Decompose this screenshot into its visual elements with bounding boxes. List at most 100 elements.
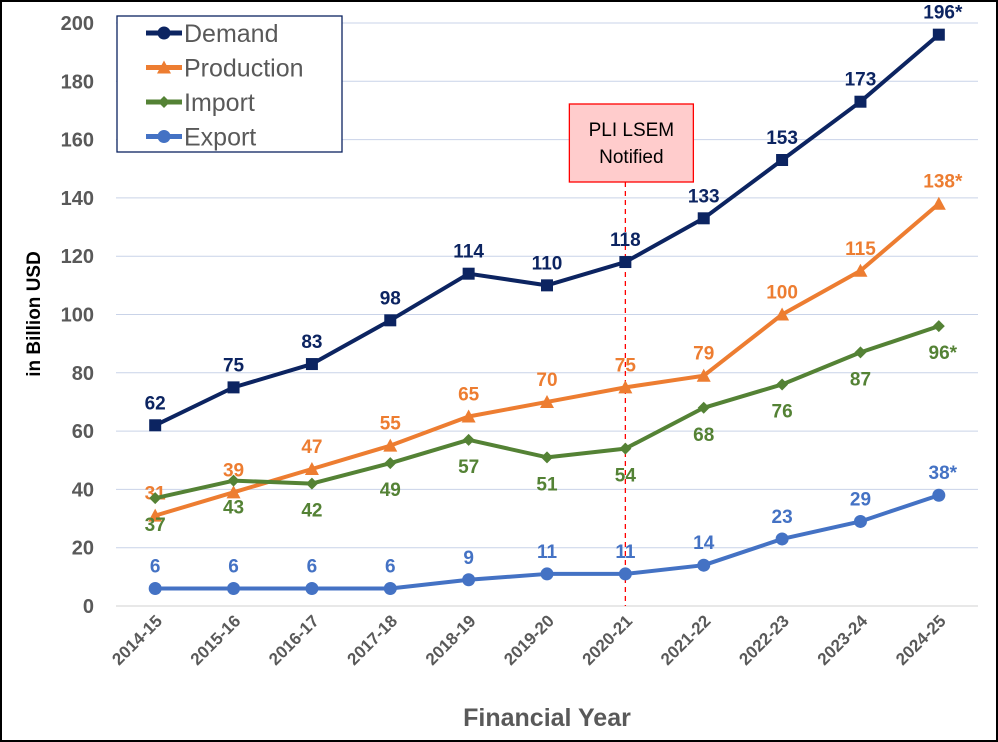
x-tick-label: 2019-20 xyxy=(500,611,558,669)
import-data-label: 43 xyxy=(223,498,244,519)
import-point xyxy=(227,474,240,487)
export-data-label: 6 xyxy=(150,557,161,578)
production-data-label: 138* xyxy=(923,172,963,193)
import-point xyxy=(149,492,162,505)
export-point xyxy=(540,567,554,581)
production-line xyxy=(154,202,941,518)
demand-data-label: 118 xyxy=(610,230,641,251)
x-tick-label: 2023-24 xyxy=(814,611,872,669)
annotation-text: Notified xyxy=(599,147,663,168)
import-data-label: 76 xyxy=(772,401,793,422)
production-point xyxy=(304,461,319,475)
production-data-label: 47 xyxy=(301,437,322,458)
demand-data-label: 153 xyxy=(766,128,798,149)
demand-point xyxy=(541,279,553,292)
export-point xyxy=(462,573,476,587)
production-point xyxy=(461,409,476,423)
import-line xyxy=(154,324,940,501)
import-point xyxy=(854,346,867,359)
import-point xyxy=(541,451,553,464)
export-point xyxy=(227,582,241,596)
demand-data-label: 173 xyxy=(845,70,877,91)
legend-demand-label: Demand xyxy=(184,20,279,48)
production-data-label: 55 xyxy=(380,414,402,435)
import-data-label: 68 xyxy=(693,425,714,446)
import-point xyxy=(384,457,397,470)
y-tick-label: 200 xyxy=(61,13,94,35)
production-point xyxy=(775,307,790,321)
annotation-box xyxy=(568,103,695,183)
export-data-label: 11 xyxy=(537,542,558,563)
demand-data-label: 196* xyxy=(923,3,963,24)
x-tick-label: 2022-23 xyxy=(735,611,793,669)
production-data-label: 65 xyxy=(458,385,480,406)
export-point xyxy=(853,514,867,528)
demand-data-label: 83 xyxy=(301,332,322,353)
export-data-label: 6 xyxy=(228,557,239,578)
production-data-label: 75 xyxy=(615,355,637,376)
production-data-label: 70 xyxy=(536,370,557,391)
import-data-label: 54 xyxy=(615,466,637,487)
import-point xyxy=(697,401,710,414)
legend-export-label: Export xyxy=(184,124,256,152)
x-tick-label: 2021-22 xyxy=(657,611,715,669)
export-point xyxy=(932,488,946,502)
demand-data-label: 133 xyxy=(688,186,720,207)
import-data-label: 37 xyxy=(145,515,166,536)
y-tick-label: 0 xyxy=(83,596,94,618)
legend-production-label: Production xyxy=(184,55,304,83)
demand-point xyxy=(619,256,632,269)
import-data-label: 42 xyxy=(301,501,322,522)
legend-production-marker xyxy=(157,60,171,74)
x-tick-label: 2020-21 xyxy=(579,611,637,669)
production-data-label: 79 xyxy=(693,344,714,365)
legend-demand-marker xyxy=(157,26,171,40)
production-point xyxy=(931,196,946,210)
y-tick-label: 120 xyxy=(61,246,94,268)
demand-data-label: 75 xyxy=(223,355,245,376)
demand-point xyxy=(227,381,240,394)
production-point xyxy=(696,368,711,382)
production-point xyxy=(383,438,398,452)
import-data-label: 51 xyxy=(536,474,558,495)
demand-point xyxy=(932,28,945,41)
export-data-label: 29 xyxy=(850,489,871,510)
legend-import-label: Import xyxy=(184,89,255,117)
demand-point xyxy=(776,154,789,167)
import-point xyxy=(462,433,475,446)
x-tick-label: 2024-25 xyxy=(892,611,950,669)
export-point xyxy=(148,582,162,596)
x-axis-title: Financial Year xyxy=(463,704,631,732)
x-tick-label: 2018-19 xyxy=(422,611,480,669)
production-point xyxy=(148,508,163,522)
export-data-label: 14 xyxy=(693,533,715,554)
demand-data-label: 98 xyxy=(380,288,401,309)
demand-data-label: 114 xyxy=(453,242,484,263)
export-point xyxy=(618,567,632,581)
production-point xyxy=(540,394,554,408)
production-data-label: 100 xyxy=(766,283,798,304)
demand-point xyxy=(854,95,867,108)
export-data-label: 38* xyxy=(929,463,958,484)
import-point xyxy=(619,442,632,455)
export-data-label: 11 xyxy=(615,542,636,563)
legend-box xyxy=(116,15,343,153)
y-tick-label: 40 xyxy=(72,479,94,501)
export-data-label: 23 xyxy=(772,507,793,528)
production-point xyxy=(618,380,633,394)
y-tick-label: 180 xyxy=(61,71,94,93)
y-tick-label: 20 xyxy=(72,538,94,560)
import-data-label: 87 xyxy=(850,369,871,390)
y-axis-title: in Billion USD xyxy=(24,251,45,377)
demand-point xyxy=(462,267,475,280)
demand-data-label: 110 xyxy=(532,253,563,274)
demand-point xyxy=(384,314,397,327)
production-point xyxy=(853,263,868,277)
export-data-label: 6 xyxy=(385,557,396,578)
demand-point xyxy=(149,419,162,432)
production-data-label: 115 xyxy=(845,239,876,260)
y-tick-label: 60 xyxy=(72,421,94,443)
import-point xyxy=(932,320,945,333)
production-point xyxy=(226,485,241,499)
